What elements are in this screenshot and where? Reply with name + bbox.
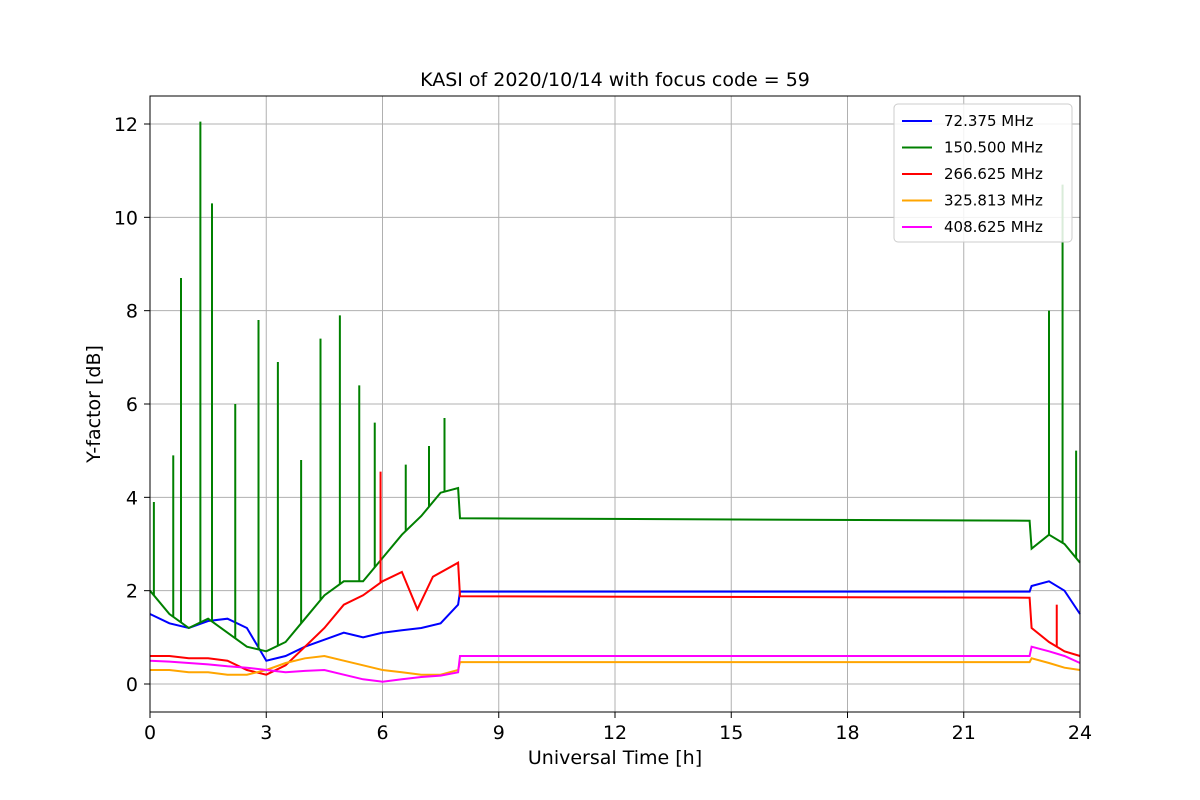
x-tick-label: 15: [719, 722, 743, 744]
series-line-4: [149, 645, 1081, 683]
x-tick-label: 24: [1068, 722, 1092, 744]
x-tick-label: 12: [603, 722, 627, 744]
y-tick-label: 8: [126, 301, 138, 323]
legend-label: 72.375 MHz: [944, 112, 1033, 130]
legend-label: 325.813 MHz: [944, 192, 1043, 210]
legend: 72.375 MHz 150.500 MHz 266.625 MHz 325.813 …: [893, 103, 1073, 243]
y-tick-label: 12: [114, 114, 138, 136]
legend-label: 150.500 MHz: [944, 139, 1043, 157]
x-tick-label: 6: [376, 722, 388, 744]
series-line-1: [149, 486, 1081, 653]
chart-title: KASI of 2020/10/14 with focus code = 59: [420, 69, 810, 91]
y-tick-label: 6: [126, 394, 138, 416]
y-axis-label: Y-factor [dB]: [83, 345, 105, 464]
legend-label: 266.625 MHz: [944, 165, 1043, 183]
y-tick-label: 10: [114, 207, 138, 229]
x-tick-label: 0: [144, 722, 156, 744]
series-line-0: [149, 580, 1081, 662]
x-tick-label: 18: [835, 722, 859, 744]
x-tick-label: 21: [952, 722, 976, 744]
x-axis-label: Universal Time [h]: [528, 747, 702, 769]
y-tick-label: 0: [126, 674, 138, 696]
legend-box: [893, 103, 1073, 243]
y-tick-label: 2: [126, 581, 138, 603]
legend-label: 408.625 MHz: [944, 218, 1043, 236]
x-tick-label: 9: [493, 722, 505, 744]
y-tick-label: 4: [126, 487, 138, 509]
x-tick-label: 3: [260, 722, 272, 744]
series-line-2: [150, 561, 1081, 676]
series-line-3: [150, 654, 1081, 676]
series-layer: [149, 121, 1081, 683]
